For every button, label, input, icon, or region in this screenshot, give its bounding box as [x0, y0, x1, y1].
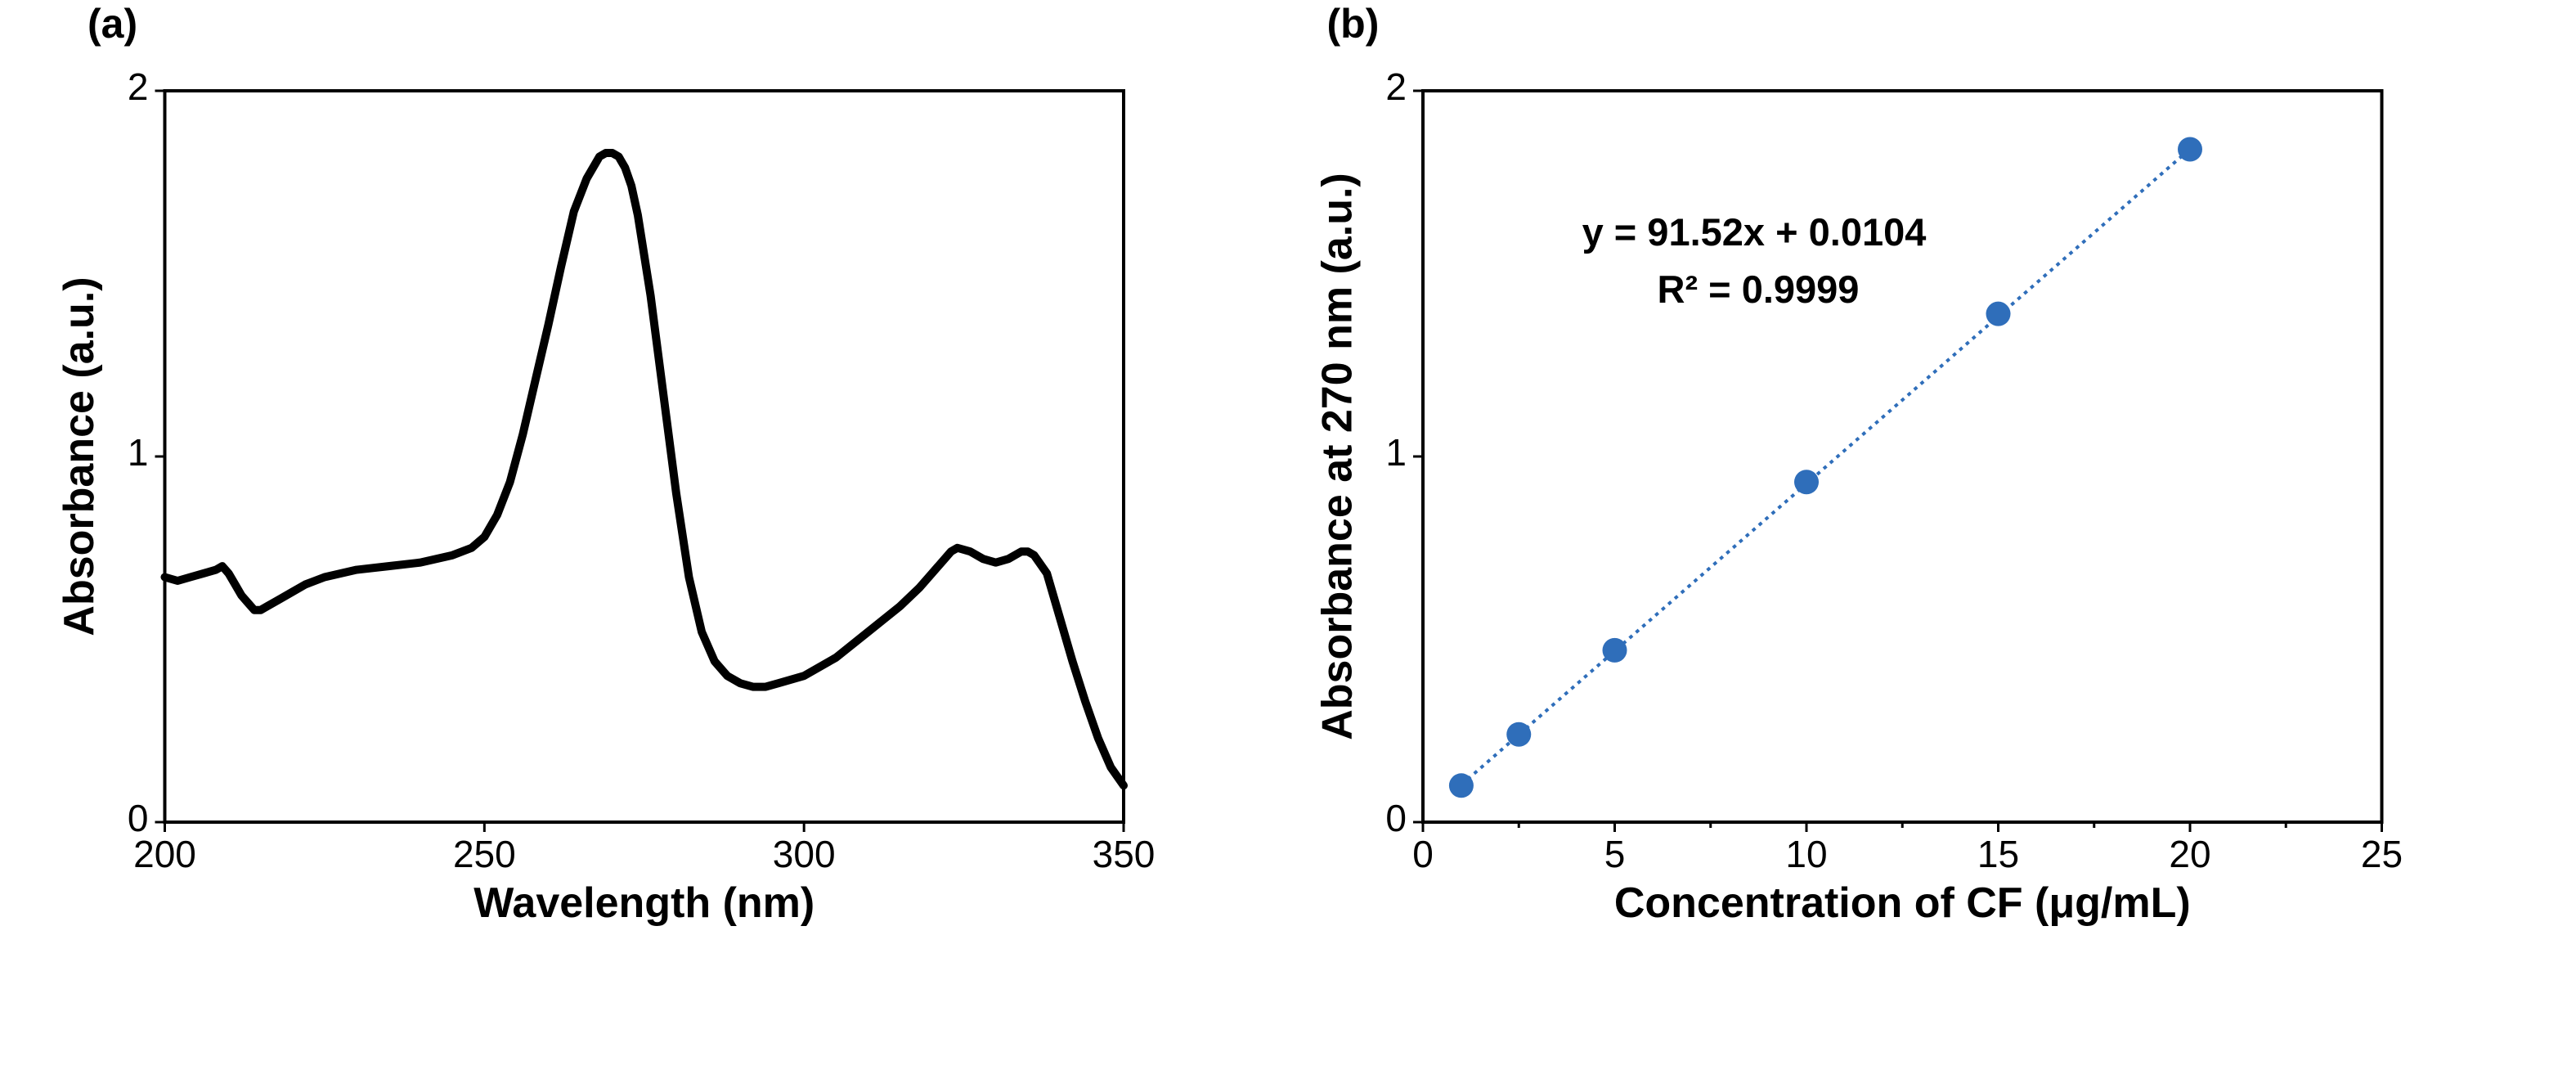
data-points	[1448, 137, 2202, 798]
axis-ticks	[155, 89, 1125, 832]
x-tick-label: 250	[453, 833, 516, 875]
x-tick-label: 0	[1412, 833, 1434, 875]
data-point	[1506, 722, 1532, 747]
data-point	[2178, 137, 2202, 162]
data-point	[1448, 773, 1474, 798]
plot-frame	[163, 89, 1125, 824]
y-tick-label: 0	[128, 797, 149, 839]
x-tick-label: 5	[1604, 833, 1626, 875]
x-tick-label: 10	[1785, 833, 1827, 875]
r-squared-value: R² = 0.9999	[1658, 268, 1860, 311]
y-tick-labels: 0 1 2	[128, 65, 149, 839]
absorbance-spectrum-line	[160, 149, 1128, 790]
data-point	[1602, 637, 1627, 663]
panel-label-b: (b)	[1327, 1, 1380, 47]
x-tick-label: 25	[2361, 833, 2403, 875]
x-tick-label: 20	[2169, 833, 2210, 875]
x-tick-label: 15	[1977, 833, 2019, 875]
data-point	[1794, 470, 1819, 495]
regression-equation: y = 91.52x + 0.0104	[1582, 210, 1927, 254]
panel-label-a: (a)	[88, 1, 137, 47]
y-tick-label: 2	[128, 65, 149, 108]
axis-ticks	[1413, 89, 2383, 832]
y-tick-label: 1	[1385, 431, 1407, 474]
x-tick-labels: 200 250 300 350	[133, 833, 1155, 875]
x-tick-label: 300	[773, 833, 836, 875]
x-axis-title: Concentration of CF (μg/mL)	[1614, 879, 2191, 927]
y-axis-title: Absorbance at 270 nm (a.u.)	[1314, 173, 1362, 740]
spectrum-panel: (a) 200 250 300 350 0 1 2 Wavelength (nm) Abs…	[56, 1, 1155, 927]
y-tick-labels: 0 1 2	[1385, 65, 1407, 839]
x-tick-label: 200	[133, 833, 196, 875]
data-point	[1986, 301, 2011, 326]
y-tick-label: 0	[1385, 797, 1407, 839]
x-tick-label: 350	[1093, 833, 1156, 875]
linear-trendline	[1460, 147, 2192, 786]
y-axis-title: Absorbance (a.u.)	[56, 276, 103, 636]
calibration-panel: (b) 0 5 10 15 20 25 0 1 2 y = 91.52x + 0.0104 R…	[1314, 1, 2403, 927]
plot-frame	[1421, 89, 2384, 824]
x-axis-title: Wavelength (nm)	[473, 879, 815, 927]
x-tick-labels: 0 5 10 15 20 25	[1412, 833, 2403, 875]
y-tick-label: 1	[128, 431, 149, 474]
y-tick-label: 2	[1385, 65, 1407, 108]
